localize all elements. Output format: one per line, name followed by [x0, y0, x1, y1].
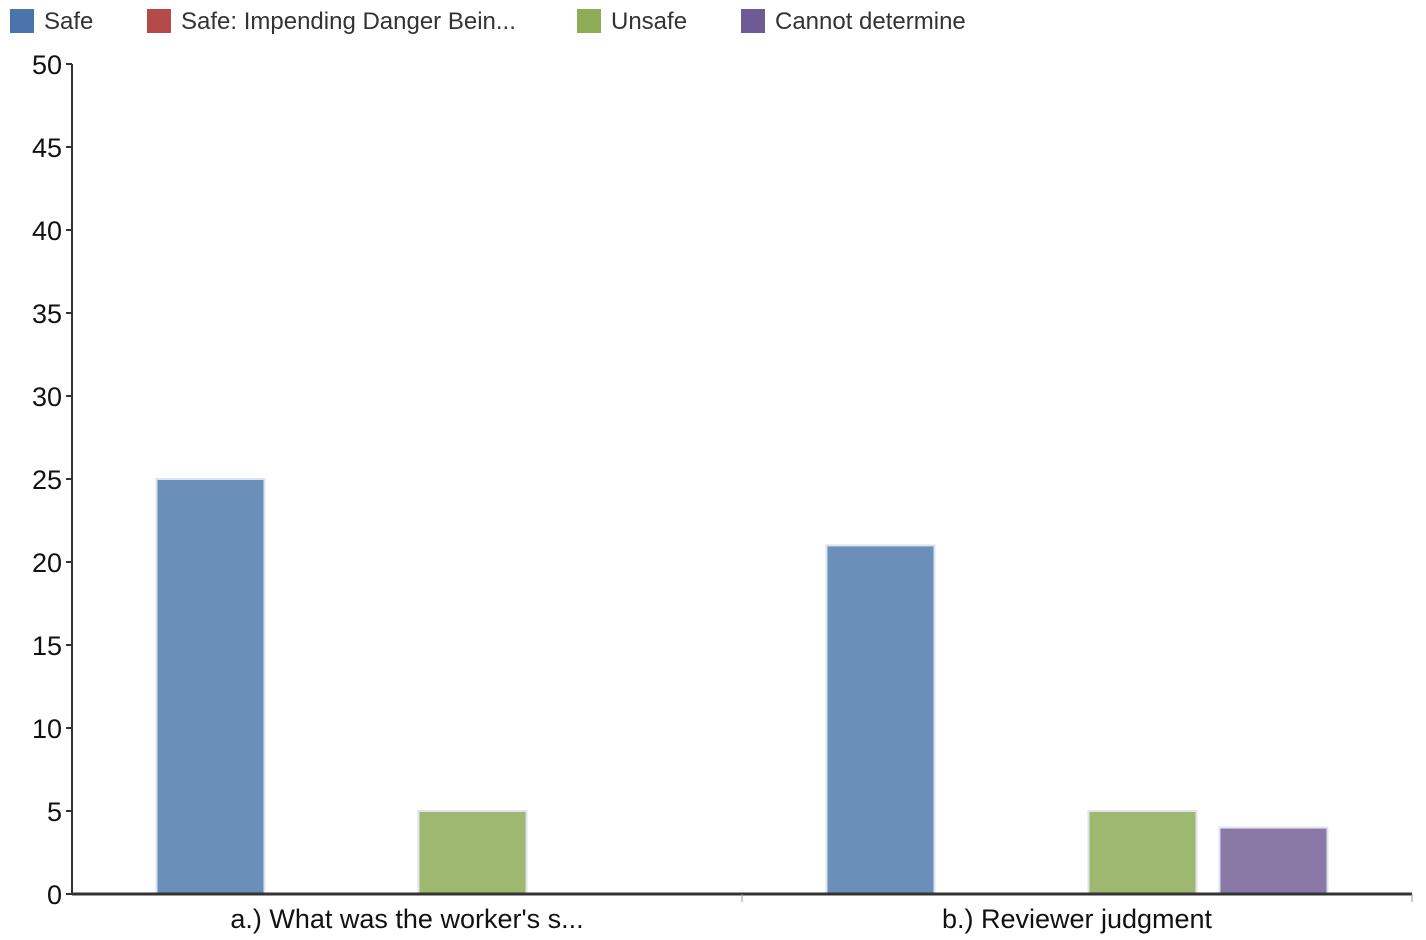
legend-item[interactable]: Cannot determine: [741, 8, 966, 35]
legend-item[interactable]: Safe: [10, 8, 93, 35]
y-tick-label: 30: [32, 382, 62, 412]
y-tick-label: 35: [32, 299, 62, 329]
y-tick-label: 5: [47, 797, 62, 827]
legend: Safe Safe: Impending Danger Bein... Unsafe…: [10, 8, 966, 35]
y-tick-label: 45: [32, 133, 62, 163]
legend-swatch: [741, 9, 765, 33]
legend-label: Unsafe: [611, 8, 687, 35]
x-tick-label: a.) What was the worker's s...: [230, 904, 583, 934]
bar[interactable]: [1220, 828, 1328, 894]
x-tick-label: b.) Reviewer judgment: [942, 904, 1213, 934]
y-tick-label: 0: [47, 880, 62, 910]
legend-item[interactable]: Unsafe: [577, 8, 687, 35]
bars: [157, 479, 1328, 894]
y-tick-label: 10: [32, 714, 62, 744]
bar[interactable]: [157, 479, 265, 894]
legend-label: Cannot determine: [775, 8, 966, 35]
y-tick-label: 20: [32, 548, 62, 578]
legend-swatch: [577, 9, 601, 33]
legend-label: Safe: Impending Danger Bein...: [181, 8, 516, 35]
x-axis: a.) What was the worker's s... b.) Review…: [72, 894, 1412, 934]
legend-swatch: [147, 9, 171, 33]
bar[interactable]: [827, 545, 935, 894]
legend-swatch: [10, 9, 34, 33]
y-tick-label: 25: [32, 465, 62, 495]
y-axis: 0 5 10 15 20 25 30 35 40 45 50: [32, 50, 72, 910]
legend-label: Safe: [44, 8, 93, 35]
y-tick-label: 50: [32, 50, 62, 80]
y-tick-label: 15: [32, 631, 62, 661]
legend-item[interactable]: Safe: Impending Danger Bein...: [147, 8, 516, 35]
bar[interactable]: [1089, 811, 1197, 894]
y-tick-label: 40: [32, 216, 62, 246]
bar[interactable]: [419, 811, 527, 894]
